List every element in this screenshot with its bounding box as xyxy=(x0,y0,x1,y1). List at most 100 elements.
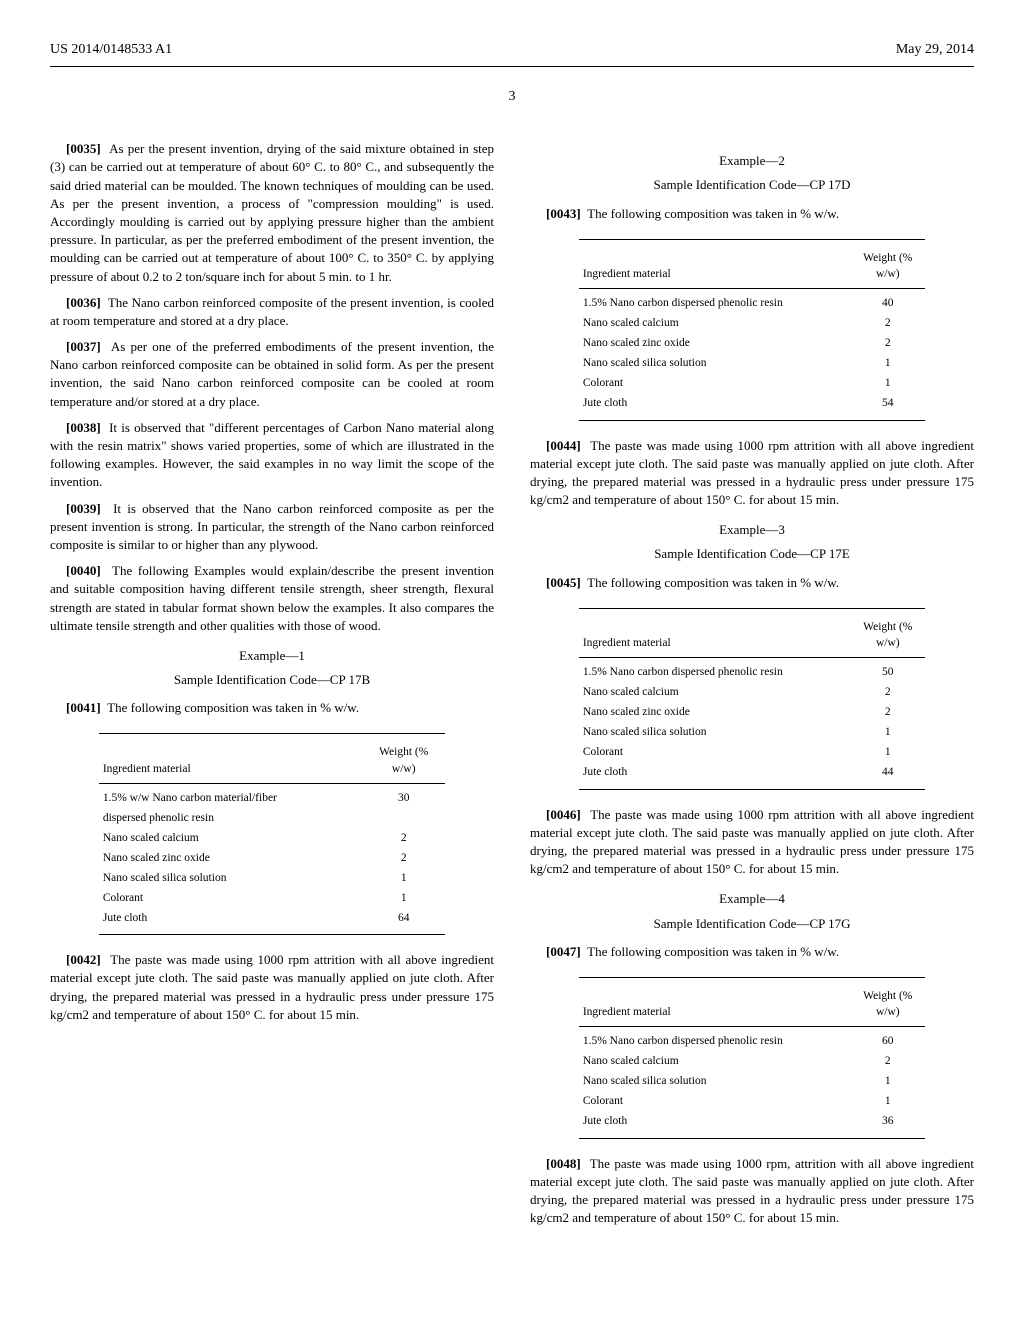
sample-code: Sample Identification Code—CP 17B xyxy=(50,671,494,689)
weight-cell: 2 xyxy=(850,702,925,722)
table-row: Jute cloth44 xyxy=(579,762,925,789)
para-num: [0048] xyxy=(546,1156,581,1171)
col-header xyxy=(579,608,851,635)
ingredient-cell: Colorant xyxy=(579,373,851,393)
col-header: w/w) xyxy=(850,1004,925,1027)
ingredient-cell: Jute cloth xyxy=(99,908,362,935)
ingredient-cell: Jute cloth xyxy=(579,762,851,789)
table-row: Colorant1 xyxy=(99,888,445,908)
ingredient-cell: 1.5% w/w Nano carbon material/fiber xyxy=(99,783,362,808)
para-num: [0035] xyxy=(66,141,101,156)
weight-cell: 50 xyxy=(850,658,925,683)
table-row: 1.5% w/w Nano carbon material/fiber30 xyxy=(99,783,445,808)
ingredient-cell: Colorant xyxy=(579,1091,851,1111)
ingredient-cell: Nano scaled calcium xyxy=(99,828,362,848)
para-num: [0045] xyxy=(546,575,581,590)
weight-cell: 1 xyxy=(850,722,925,742)
paragraph: [0037] As per one of the preferred embod… xyxy=(50,338,494,411)
col-header xyxy=(579,239,851,266)
ingredient-cell: 1.5% Nano carbon dispersed phenolic resi… xyxy=(579,1027,851,1052)
ingredient-cell: Nano scaled silica solution xyxy=(579,722,851,742)
paragraph: [0045] The following composition was tak… xyxy=(530,574,974,592)
table-body: 1.5% Nano carbon dispersed phenolic resi… xyxy=(579,658,925,790)
paragraph: [0047] The following composition was tak… xyxy=(530,943,974,961)
col-header: Weight (% xyxy=(362,734,445,761)
para-text: The paste was made using 1000 rpm attrit… xyxy=(530,438,974,508)
weight-cell: 2 xyxy=(850,333,925,353)
col-header xyxy=(99,734,362,761)
ingredient-cell: Nano scaled calcium xyxy=(579,313,851,333)
table-row: Nano scaled zinc oxide2 xyxy=(579,702,925,722)
composition-table-1: Weight (% Ingredient materialw/w) 1.5% w… xyxy=(99,733,445,935)
paragraph: [0039] It is observed that the Nano carb… xyxy=(50,500,494,555)
ingredient-cell: Nano scaled calcium xyxy=(579,1051,851,1071)
para-num: [0038] xyxy=(66,420,101,435)
header-rule xyxy=(50,66,974,67)
example-title: Example—4 xyxy=(530,890,974,908)
weight-cell xyxy=(362,808,445,828)
para-text: The following composition was taken in %… xyxy=(107,700,359,715)
sample-code: Sample Identification Code—CP 17D xyxy=(530,176,974,194)
col-header: Ingredient material xyxy=(99,761,362,784)
weight-cell: 2 xyxy=(850,1051,925,1071)
weight-cell: 64 xyxy=(362,908,445,935)
para-num: [0042] xyxy=(66,952,101,967)
weight-cell: 1 xyxy=(362,868,445,888)
table-row: 1.5% Nano carbon dispersed phenolic resi… xyxy=(579,658,925,683)
left-column: [0035] As per the present invention, dry… xyxy=(50,140,494,1235)
ingredient-cell: Nano scaled calcium xyxy=(579,682,851,702)
para-text: The following composition was taken in %… xyxy=(587,944,839,959)
table-row: Nano scaled zinc oxide2 xyxy=(99,848,445,868)
weight-cell: 2 xyxy=(362,828,445,848)
two-column-layout: [0035] As per the present invention, dry… xyxy=(50,140,974,1235)
para-num: [0044] xyxy=(546,438,581,453)
paragraph: [0040] The following Examples would expl… xyxy=(50,562,494,635)
para-text: The following Examples would explain/des… xyxy=(50,563,494,633)
ingredient-cell: Colorant xyxy=(579,742,851,762)
para-text: It is observed that the Nano carbon rein… xyxy=(50,501,494,552)
col-header: Ingredient material xyxy=(579,635,851,658)
ingredient-cell: 1.5% Nano carbon dispersed phenolic resi… xyxy=(579,658,851,683)
paragraph: [0042] The paste was made using 1000 rpm… xyxy=(50,951,494,1024)
paragraph: [0046] The paste was made using 1000 rpm… xyxy=(530,806,974,879)
col-header xyxy=(579,977,851,1004)
table-row: Jute cloth54 xyxy=(579,393,925,420)
para-text: The paste was made using 1000 rpm attrit… xyxy=(530,807,974,877)
table-row: Nano scaled silica solution1 xyxy=(579,353,925,373)
col-header: Weight (% xyxy=(850,977,925,1004)
page-header: US 2014/0148533 A1 May 29, 2014 xyxy=(50,40,974,60)
table-row: Nano scaled silica solution1 xyxy=(579,722,925,742)
table-row: Nano scaled calcium2 xyxy=(99,828,445,848)
weight-cell: 2 xyxy=(850,682,925,702)
table-row: Nano scaled silica solution1 xyxy=(579,1071,925,1091)
ingredient-cell: Nano scaled silica solution xyxy=(579,353,851,373)
para-num: [0040] xyxy=(66,563,101,578)
ingredient-cell: Jute cloth xyxy=(579,1111,851,1138)
table-row: Nano scaled calcium2 xyxy=(579,313,925,333)
weight-cell: 1 xyxy=(850,1071,925,1091)
ingredient-cell: Jute cloth xyxy=(579,393,851,420)
sample-code: Sample Identification Code—CP 17E xyxy=(530,545,974,563)
table-row: Nano scaled silica solution1 xyxy=(99,868,445,888)
col-header: Ingredient material xyxy=(579,1004,851,1027)
example-title: Example—2 xyxy=(530,152,974,170)
paragraph: [0035] As per the present invention, dry… xyxy=(50,140,494,286)
para-num: [0041] xyxy=(66,700,101,715)
ingredient-cell: 1.5% Nano carbon dispersed phenolic resi… xyxy=(579,288,851,313)
weight-cell: 2 xyxy=(362,848,445,868)
weight-cell: 36 xyxy=(850,1111,925,1138)
para-text: The following composition was taken in %… xyxy=(587,575,839,590)
weight-cell: 1 xyxy=(850,1091,925,1111)
ingredient-cell: Nano scaled silica solution xyxy=(99,868,362,888)
col-header: Weight (% xyxy=(850,239,925,266)
col-header: w/w) xyxy=(850,266,925,289)
ingredient-cell: Nano scaled zinc oxide xyxy=(579,702,851,722)
table-row: Nano scaled zinc oxide2 xyxy=(579,333,925,353)
para-text: The paste was made using 1000 rpm attrit… xyxy=(50,952,494,1022)
ingredient-cell: Colorant xyxy=(99,888,362,908)
ingredient-cell: Nano scaled silica solution xyxy=(579,1071,851,1091)
col-header: w/w) xyxy=(362,761,445,784)
composition-table-4: Weight (% Ingredient materialw/w) 1.5% N… xyxy=(579,977,925,1139)
col-header: Weight (% xyxy=(850,608,925,635)
page-number: 3 xyxy=(50,87,974,107)
